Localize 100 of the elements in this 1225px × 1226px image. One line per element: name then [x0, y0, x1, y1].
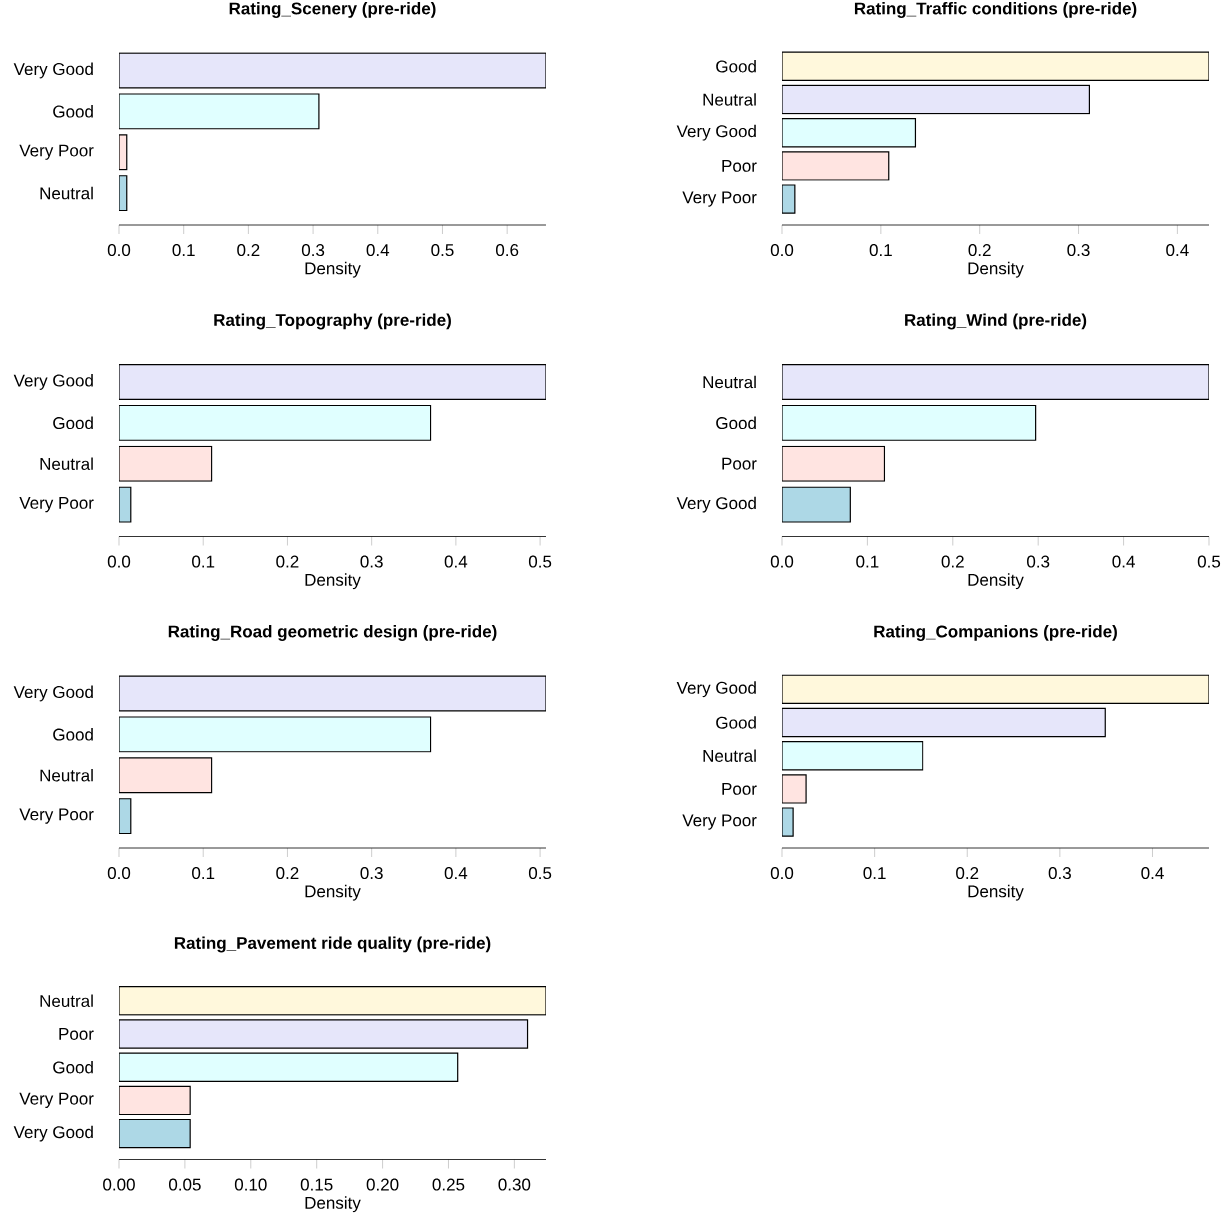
bar — [119, 986, 546, 1016]
bar — [782, 486, 851, 523]
y-tick-label: Very Poor — [682, 191, 757, 207]
x-tick-label: 0.6 — [496, 244, 519, 257]
y-tick-label: Very Poor — [19, 808, 94, 824]
y-tick-label: Neutral — [40, 186, 93, 200]
x-tick-label: 0.2 — [237, 244, 260, 257]
bar — [119, 404, 432, 441]
y-tick-label: Good — [53, 1060, 93, 1074]
y-tick-label: Neutral — [40, 457, 93, 470]
y-tick-label: Very Poor — [682, 814, 757, 830]
y-tick-label: Very Good — [676, 496, 756, 513]
x-tick-label: 0.2 — [941, 555, 964, 568]
x-axis-title: Density — [305, 573, 361, 590]
x-tick-label: 0.3 — [360, 555, 383, 568]
x-tick-label: 0.3 — [1027, 555, 1050, 568]
y-tick-label: Very Poor — [19, 1092, 94, 1108]
bar — [782, 774, 807, 804]
y-tick-label: Very Poor — [19, 144, 94, 160]
x-tick-label: 0.4 — [1141, 867, 1164, 880]
x-tick-label: 0.4 — [1112, 555, 1135, 568]
chart-title: Rating_Companions (pre-ride) — [874, 625, 1117, 641]
x-tick-label: 0.2 — [968, 244, 991, 257]
x-tick-label: 0.0 — [107, 867, 131, 880]
bar — [782, 740, 924, 771]
bar — [782, 445, 886, 482]
y-tick-label: Poor — [722, 159, 757, 172]
x-tick-label: 0.3 — [360, 867, 383, 880]
x-axis-title: Density — [305, 884, 361, 901]
y-tick-label: Good — [716, 60, 756, 73]
y-tick-label: Neutral — [703, 93, 756, 106]
x-tick-label: 0.25 — [432, 1178, 465, 1191]
x-tick-label: 0.5 — [1197, 555, 1221, 568]
y-tick-label: Good — [716, 716, 756, 729]
y-tick-label: Good — [53, 105, 93, 118]
x-tick-label: 0.10 — [234, 1178, 267, 1191]
y-tick-label: Neutral — [40, 769, 93, 782]
x-axis-title: Density — [305, 261, 361, 278]
x-tick-label: 0.2 — [276, 867, 299, 880]
bar — [119, 798, 132, 835]
y-tick-label: Neutral — [40, 994, 93, 1007]
x-tick-label: 0.00 — [103, 1178, 135, 1191]
y-tick-label: Very Good — [13, 374, 93, 390]
x-axis-title: Density — [968, 884, 1024, 901]
x-tick-label: 0.30 — [498, 1178, 531, 1191]
bar — [782, 51, 1209, 81]
x-tick-label: 0.5 — [528, 867, 552, 880]
y-tick-label: Neutral — [703, 749, 756, 762]
x-tick-label: 0.3 — [1048, 867, 1071, 880]
x-tick-label: 0.1 — [172, 244, 195, 257]
x-tick-label: 0.0 — [770, 867, 794, 880]
chart-title: Rating_Wind (pre-ride) — [905, 313, 1087, 330]
bar — [119, 486, 132, 523]
x-axis-title: Density — [968, 261, 1024, 278]
chart-title: Rating_Traffic conditions (pre-ride) — [854, 2, 1137, 18]
y-tick-label: Good — [53, 416, 93, 430]
x-tick-label: 0.0 — [107, 555, 131, 568]
x-tick-label: 0.5 — [431, 244, 454, 257]
y-tick-label: Poor — [722, 457, 757, 470]
y-tick-label: Neutral — [703, 375, 756, 389]
x-tick-label: 0.1 — [192, 867, 215, 880]
x-tick-label: 0.0 — [770, 555, 794, 568]
x-tick-label: 0.1 — [869, 244, 892, 257]
y-tick-label: Very Good — [13, 685, 93, 702]
x-tick-label: 0.4 — [1166, 244, 1189, 257]
chart-title: Rating_Pavement ride quality (pre-ride) — [174, 936, 491, 953]
x-tick-label: 0.2 — [956, 867, 979, 880]
x-tick-label: 0.0 — [107, 244, 131, 257]
x-tick-label: 0.3 — [1067, 244, 1090, 257]
x-tick-label: 0.20 — [366, 1178, 399, 1191]
x-tick-label: 0.05 — [169, 1178, 201, 1191]
y-tick-label: Very Poor — [19, 497, 94, 513]
x-tick-label: 0.5 — [528, 555, 552, 568]
y-tick-label: Good — [716, 416, 756, 430]
x-axis-title: Density — [968, 573, 1024, 590]
x-axis-title: Density — [305, 1196, 361, 1213]
bar — [119, 675, 546, 712]
y-tick-label: Very Good — [13, 62, 93, 79]
x-tick-label: 0.15 — [300, 1178, 333, 1191]
bar — [782, 84, 1090, 115]
y-tick-label: Very Good — [676, 681, 756, 698]
y-tick-label: Poor — [59, 1028, 94, 1040]
x-tick-label: 0.4 — [444, 867, 468, 880]
y-tick-label: Good — [53, 728, 93, 741]
y-tick-label: Very Good — [13, 1125, 93, 1142]
y-tick-label: Poor — [722, 782, 757, 795]
x-tick-label: 0.2 — [276, 555, 299, 568]
x-tick-label: 0.4 — [366, 244, 390, 257]
chart-title: Rating_Road geometric design (pre-ride) — [168, 625, 497, 641]
chart-title: Rating_Scenery (pre-ride) — [229, 2, 436, 18]
x-tick-label: 0.1 — [192, 555, 215, 568]
y-tick-label: Very Good — [676, 124, 756, 141]
x-tick-label: 0.0 — [770, 244, 794, 257]
x-tick-label: 0.4 — [444, 555, 468, 568]
bar — [782, 807, 794, 837]
bar — [119, 445, 213, 482]
x-tick-label: 0.1 — [863, 867, 886, 880]
chart-title: Rating_Topography (pre-ride) — [214, 313, 451, 330]
bar — [782, 674, 1209, 704]
x-tick-label: 0.1 — [856, 555, 879, 568]
